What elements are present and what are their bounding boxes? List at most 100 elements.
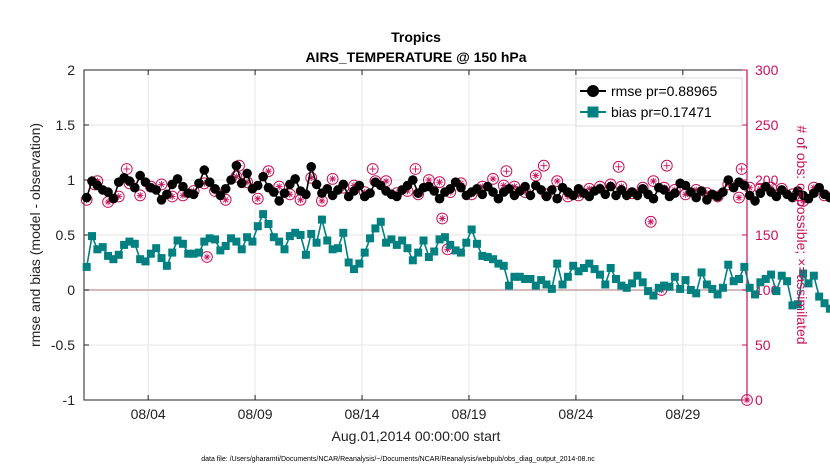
x-axis: 08/04 08/09 08/14 08/19 08/24 08/29 <box>131 70 701 422</box>
rmse-point <box>188 189 199 200</box>
bias-point <box>483 253 492 261</box>
bias-point <box>221 242 230 250</box>
bias-point <box>328 245 337 254</box>
legend-bias-label: bias pr=0.17471 <box>611 104 712 120</box>
bias-point <box>419 236 428 245</box>
rmse-point <box>129 182 140 193</box>
obs-assimilated-stroke <box>308 175 315 181</box>
bias-point <box>403 244 412 253</box>
obs-possible-circle <box>436 212 449 225</box>
rmse-point <box>691 192 702 203</box>
rmse-point <box>429 186 440 196</box>
bias-point <box>82 262 91 271</box>
bias-point <box>216 246 225 255</box>
bias-point <box>157 254 166 263</box>
rmse-point <box>301 189 311 200</box>
bias-point <box>633 271 642 280</box>
bias-point <box>756 278 765 287</box>
bias-point <box>472 239 481 248</box>
bias-point <box>804 279 813 288</box>
rmse-point <box>178 181 188 192</box>
bias-point <box>788 301 797 310</box>
y2-tick-label: 50 <box>755 337 771 353</box>
bias-point <box>227 234 236 243</box>
x-tick-label: 08/29 <box>665 406 700 422</box>
bias-point <box>617 281 626 290</box>
bias-point <box>232 237 241 246</box>
bias-point <box>398 236 407 245</box>
obs-count-point <box>733 191 745 204</box>
bias-point <box>88 232 97 241</box>
x-axis-label: Aug.01,2014 00:00:00 start <box>332 428 501 444</box>
obs-assimilated-stroke <box>255 195 261 202</box>
bias-point <box>93 245 102 254</box>
bias-point <box>660 281 669 290</box>
bias-point <box>312 238 321 247</box>
obs-count-point <box>551 175 564 188</box>
bias-point <box>531 281 540 290</box>
bias-point <box>612 275 621 283</box>
obs-possible-point <box>500 165 513 178</box>
bias-point <box>408 256 417 265</box>
obs-assimilated-stroke <box>650 178 657 184</box>
bias-point <box>751 290 760 299</box>
y-axis-left: -1 -0.5 0 0.5 1 1.5 2 <box>51 62 89 408</box>
bias-point <box>275 237 284 246</box>
obs-extreme-point <box>741 394 753 406</box>
rmse-point <box>605 181 616 192</box>
bias-point <box>317 215 326 224</box>
bias-point <box>622 283 631 292</box>
bias-point <box>521 275 530 283</box>
bias-point <box>264 220 273 228</box>
rmse-point <box>279 188 290 198</box>
bias-point <box>702 280 711 289</box>
obs-count-point <box>262 165 275 178</box>
rmse-point <box>199 165 210 175</box>
obs-assimilated-stroke <box>500 182 507 189</box>
bias-point <box>777 271 786 280</box>
rmse-point <box>493 193 504 204</box>
rmse-point <box>365 188 375 198</box>
bias-point <box>718 283 727 292</box>
bias-point <box>440 233 449 242</box>
rmse-point <box>504 184 514 194</box>
bias-point <box>168 248 177 257</box>
rmse-point <box>787 192 798 203</box>
bias-point <box>729 277 738 286</box>
rmse-point <box>434 193 445 204</box>
rmse-point <box>408 175 418 185</box>
obs-extreme-point <box>644 215 657 228</box>
rmse-point <box>290 174 300 184</box>
bias-point <box>414 248 423 257</box>
obs-possible-point <box>612 160 625 173</box>
bias-point <box>494 259 503 268</box>
bias-point <box>793 300 802 309</box>
obs-assimilated-stroke <box>204 254 210 260</box>
x-tick-label: 08/19 <box>451 406 486 422</box>
bias-point <box>382 238 391 247</box>
rmse-point <box>825 192 830 203</box>
rmse-point <box>108 193 119 204</box>
rmse-point <box>488 187 498 197</box>
bias-point <box>638 278 647 287</box>
rmse-point <box>536 185 546 195</box>
bias-point <box>595 270 604 279</box>
obs-assimilated-stroke <box>222 197 229 203</box>
bias-point <box>740 262 749 271</box>
bias-point <box>424 253 433 261</box>
y-tick-label: 2 <box>67 62 75 78</box>
obs-assimilated-stroke <box>297 197 304 203</box>
bias-point <box>692 289 701 298</box>
obs-possible-circle <box>201 251 213 263</box>
bias-point <box>285 232 294 241</box>
rmse-point <box>547 185 557 195</box>
obs-count-point <box>155 178 168 191</box>
bias-point <box>783 277 792 286</box>
bias-point <box>686 286 695 294</box>
rmse-point <box>258 171 268 182</box>
bias-point <box>628 279 637 288</box>
bias-point <box>708 284 717 293</box>
bias-point <box>237 245 246 254</box>
y-tick-label: -1 <box>63 392 76 408</box>
